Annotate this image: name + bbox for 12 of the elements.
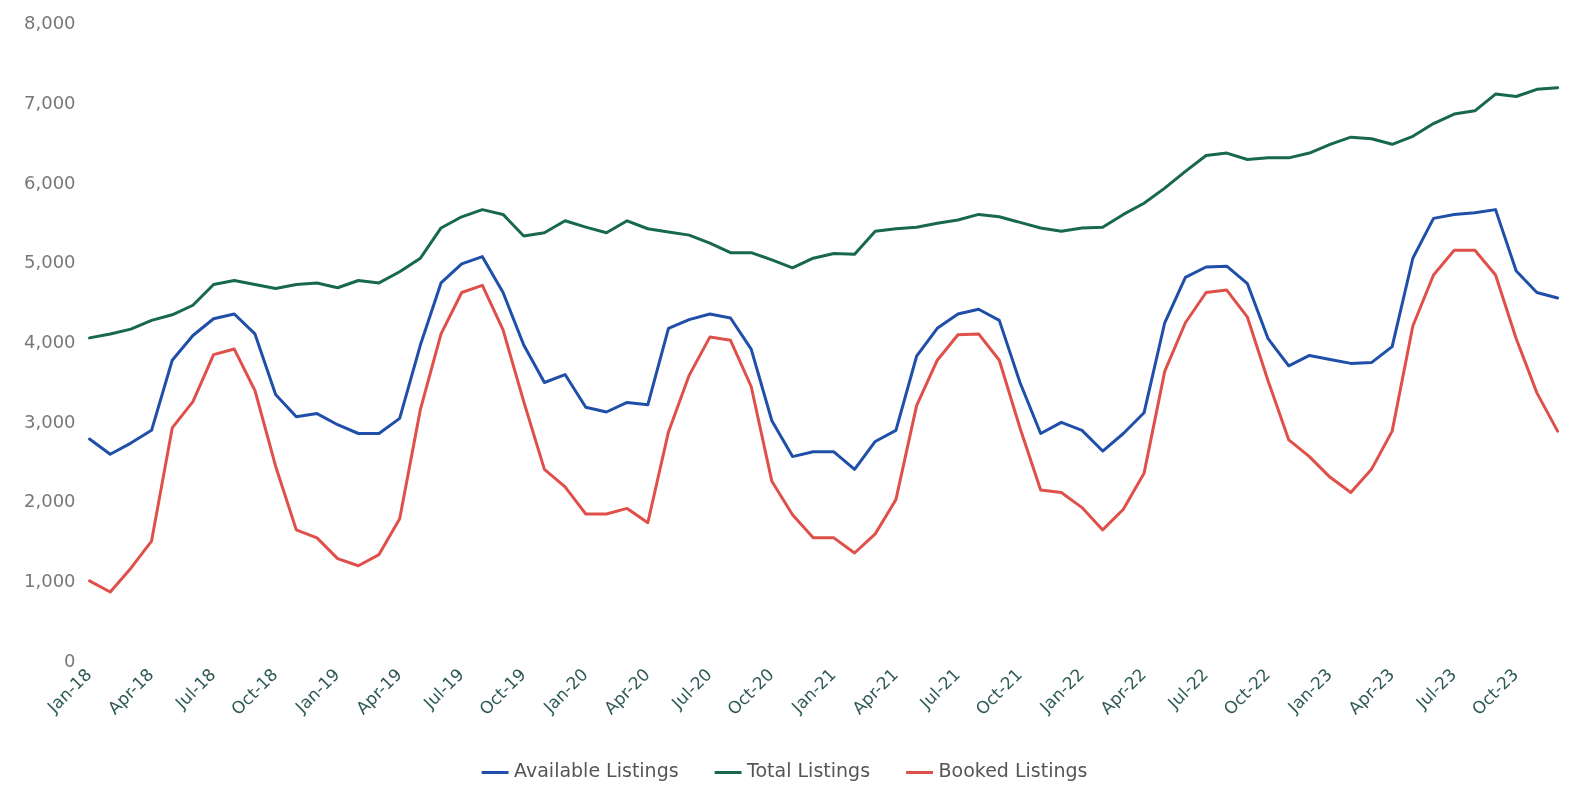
y-tick-label: 0 (64, 649, 76, 671)
y-tick-label: 1,000 (24, 570, 76, 592)
y-tick-label: 4,000 (24, 331, 76, 353)
y-tick-label: 8,000 (24, 12, 76, 34)
legend-label: Booked Listings (938, 759, 1088, 782)
legend-label: Available Listings (514, 759, 679, 782)
legend-label: Total Listings (746, 759, 871, 782)
y-tick-label: 3,000 (24, 410, 76, 432)
y-tick-label: 6,000 (24, 171, 76, 193)
y-tick-label: 7,000 (24, 92, 76, 114)
y-tick-label: 2,000 (24, 490, 76, 512)
y-tick-label: 5,000 (24, 251, 76, 273)
